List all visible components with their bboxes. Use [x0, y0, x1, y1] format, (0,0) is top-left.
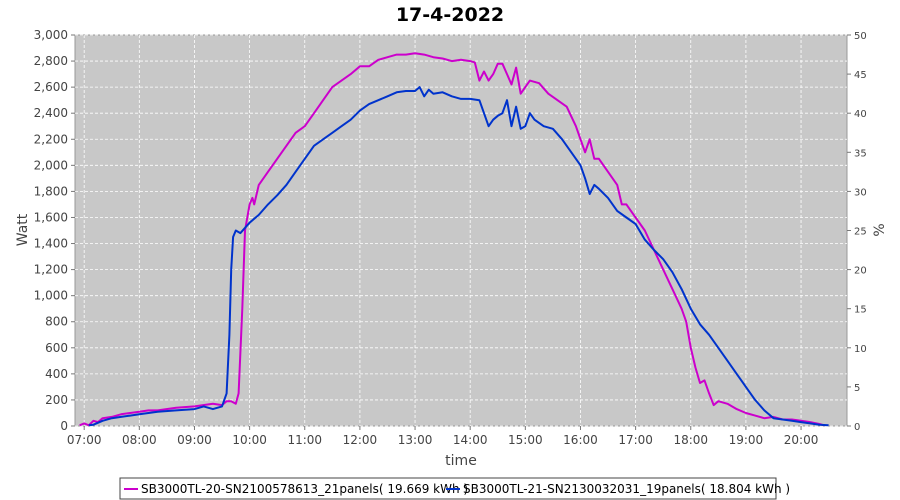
y-tick-label: 1,800: [34, 184, 68, 198]
x-axis-ticks: 07:00 08:00 09:00 10:00 11:00 12:00 13:00 14:00…: [67, 426, 818, 447]
x-tick-label: 16:00: [563, 433, 598, 447]
x-tick-label: 15:00: [508, 433, 543, 447]
series-line-2: [88, 86, 829, 427]
x-tick-label: 09:00: [177, 433, 212, 447]
y-tick-label: 2,800: [34, 54, 68, 68]
legend-label-2: SB3000TL-21-SN2130032031_19panels( 18.80…: [463, 482, 790, 496]
chart-title: 17-4-2022: [395, 4, 505, 26]
x-tick-label: 10:00: [232, 433, 267, 447]
y-tick-label: 0: [60, 419, 68, 433]
y-tick-label: 1,200: [34, 263, 68, 277]
y-tick-label: 2,600: [34, 80, 68, 94]
y2-tick-label: 0: [854, 422, 860, 433]
x-tick-label: 14:00: [453, 433, 488, 447]
legend-label-1: SB3000TL-20-SN2100578613_21panels( 19.66…: [141, 482, 468, 496]
x-tick-label: 19:00: [729, 433, 764, 447]
x-tick-label: 17:00: [618, 433, 653, 447]
y2-tick-label: 45: [854, 70, 867, 81]
y-tick-label: 2,200: [34, 132, 68, 146]
x-tick-label: 13:00: [398, 433, 433, 447]
y2-tick-label: 15: [854, 305, 867, 316]
y2-tick-label: 10: [854, 344, 867, 355]
x-tick-label: 20:00: [784, 433, 819, 447]
y-tick-label: 1,000: [34, 289, 68, 303]
y-tick-label: 600: [45, 341, 68, 355]
y-tick-label: 400: [45, 367, 68, 381]
y-tick-label: 1,400: [34, 237, 68, 251]
y-tick-label: 200: [45, 393, 68, 407]
y-tick-label: 3,000: [34, 28, 68, 42]
y2-tick-label: 35: [854, 148, 867, 159]
y-axis-label: Watt: [15, 213, 31, 246]
y2-axis-ticks: 0 5 10 15 20 25 30 35 40 45 50: [847, 31, 867, 433]
y-tick-label: 2,400: [34, 106, 68, 120]
y2-tick-label: 25: [854, 227, 867, 238]
y2-tick-label: 5: [854, 383, 860, 394]
legend: SB3000TL-20-SN2100578613_21panels( 19.66…: [119, 477, 790, 500]
y2-axis-label: %: [872, 223, 888, 236]
y2-tick-label: 50: [854, 31, 867, 42]
y2-tick-label: 20: [854, 266, 867, 277]
y2-tick-label: 30: [854, 187, 867, 198]
x-tick-label: 08:00: [122, 433, 157, 447]
series-layer: [79, 52, 829, 427]
x-tick-label: 07:00: [67, 433, 102, 447]
series-line-1: [79, 52, 825, 427]
x-tick-label: 18:00: [673, 433, 708, 447]
x-axis-label: time: [445, 453, 477, 469]
x-tick-label: 11:00: [287, 433, 322, 447]
y-axis-ticks: 0 200 400 600 800 1,000 1,200 1,400 1,600 1,800 2,…: [34, 28, 75, 433]
y-tick-label: 800: [45, 315, 68, 329]
grid-lines: [75, 34, 847, 427]
y-tick-label: 1,600: [34, 210, 68, 224]
y2-tick-label: 40: [854, 109, 867, 120]
y-tick-label: 2,000: [34, 158, 68, 172]
x-tick-label: 12:00: [343, 433, 378, 447]
